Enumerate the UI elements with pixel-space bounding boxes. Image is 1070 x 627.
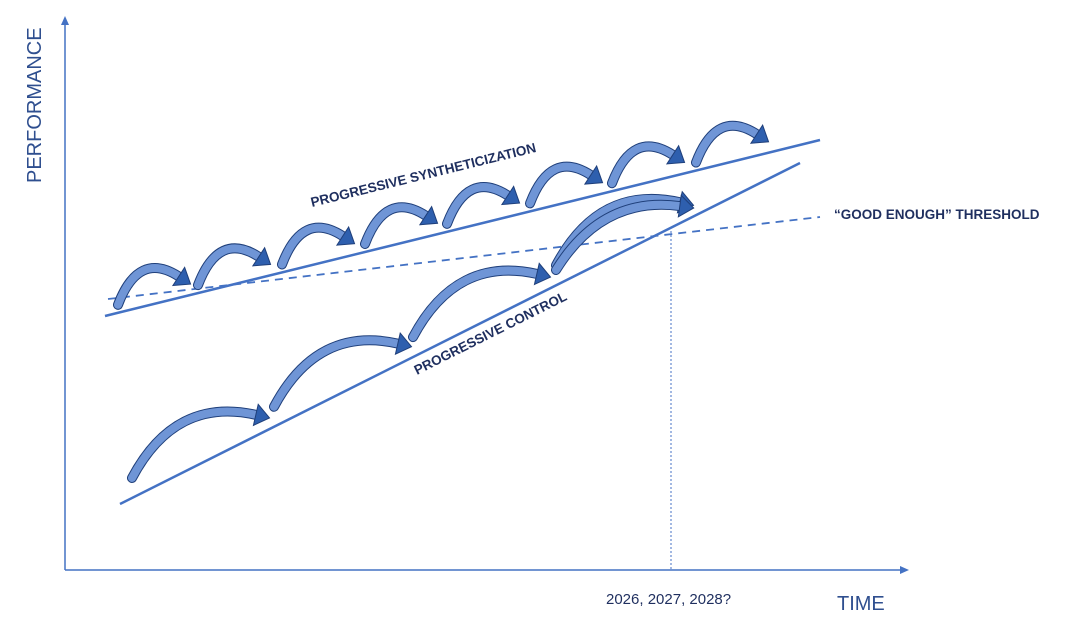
synthetic-arrow-1 [113, 263, 192, 310]
control-arrow-2 [269, 331, 413, 412]
synthetic-arrow-4 [360, 202, 439, 249]
synthetic-trend-line [104, 138, 821, 318]
y-axis-label: PERFORMANCE [24, 27, 46, 183]
synthetic-line-label: PROGRESSIVE SYNTHETICIZATION [309, 140, 537, 210]
threshold-line [107, 216, 821, 300]
synthetic-arrow-2 [193, 243, 272, 291]
control-trend-line [119, 161, 801, 506]
synthetic-arrow-5 [442, 182, 521, 229]
synthetic-arrows [113, 120, 770, 310]
control-arrow-5 [551, 194, 695, 275]
x-axis-label: TIME [837, 593, 885, 615]
control-arrows [127, 190, 695, 483]
crossing-years-label: 2026, 2027, 2028? [606, 591, 731, 608]
synthetic-arrow-6 [525, 161, 604, 209]
control-arrow-1 [127, 403, 271, 483]
synthetic-arrow-8 [691, 120, 770, 168]
synthetic-arrow-7 [607, 141, 686, 189]
control-arrow-3 [408, 262, 552, 343]
synthetic-arrow-3 [277, 222, 356, 270]
threshold-label: “GOOD ENOUGH” THRESHOLD [834, 207, 1040, 222]
